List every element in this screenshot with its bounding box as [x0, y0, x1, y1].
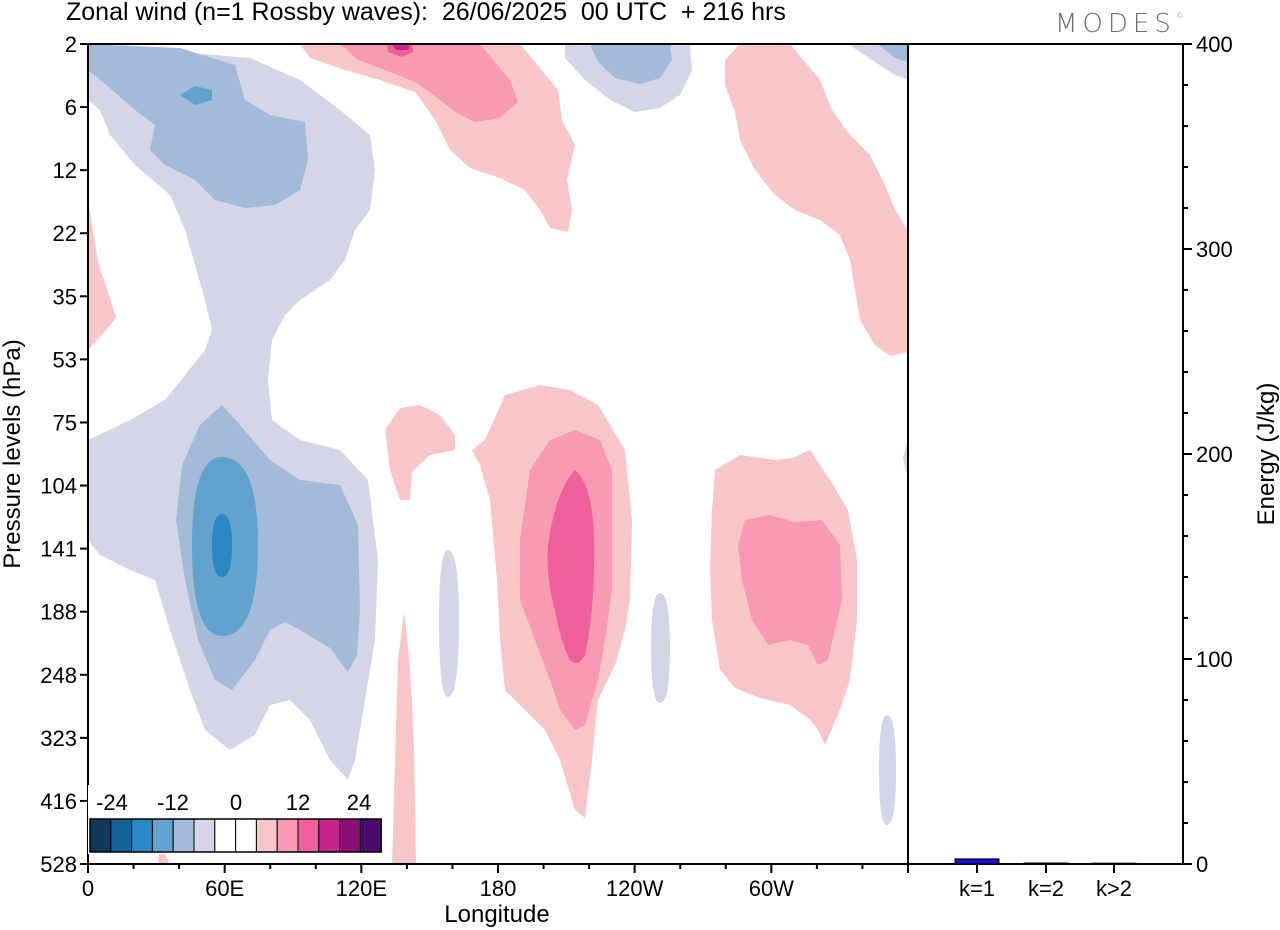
longitude-axis: 0 60E 120E 180 120W 60W: [82, 864, 909, 901]
y-tick-label: 104: [40, 474, 77, 499]
colorbar-label: -12: [157, 790, 189, 815]
contour-neg-2-top: [590, 44, 672, 84]
colorbar-label: 12: [286, 790, 310, 815]
y-tick-label: 528: [40, 852, 77, 877]
y-tick-label: 416: [40, 789, 77, 814]
energy-bar: [1023, 862, 1069, 865]
x-tick-label: 60W: [749, 876, 794, 901]
y-axis-label: Pressure levels (hPa): [0, 339, 26, 568]
colorbar-swatch: [235, 818, 257, 853]
colorbar-swatch: [193, 818, 216, 853]
colorbar-swatch: [131, 818, 153, 853]
y-tick-label: 188: [40, 600, 77, 625]
contour-neg-2-upper: [88, 44, 308, 208]
y-tick-label: 6: [65, 95, 77, 120]
x-tick-label: 60E: [205, 876, 244, 901]
contour-neg-1-blob-b: [651, 593, 670, 703]
y-tick-label: 248: [40, 663, 77, 688]
contour-pos-1-right: [725, 44, 908, 356]
y-tick-label: 323: [40, 726, 77, 751]
contour-pos-1-left-edge: [88, 200, 116, 350]
contour-pos-1-small: [385, 405, 455, 500]
y-tick-label: 35: [53, 284, 77, 309]
colorbar-frame: [89, 818, 382, 853]
colorbar-swatch: [214, 818, 237, 853]
contour-neg-1-blob-c: [879, 715, 896, 825]
colorbar-swatch: [318, 818, 341, 853]
energy-tick-label: 100: [1196, 647, 1233, 672]
y-tick-label: 75: [53, 410, 77, 435]
contour-pos-2-top: [340, 44, 518, 122]
colorbar-swatch: [297, 818, 320, 853]
x-tick-label: 0: [82, 876, 94, 901]
energy-category-label: k=2: [1028, 876, 1064, 901]
energy-axis: 0 100 200 300 400: [1183, 32, 1233, 877]
colorbar-swatch: [110, 818, 133, 853]
y-tick-label: 53: [53, 347, 77, 372]
energy-tick-label: 300: [1196, 237, 1233, 262]
energy-plot-frame: [907, 43, 1184, 865]
colorbar-swatch: [255, 818, 278, 853]
x-tick-label: 180: [480, 876, 517, 901]
energy-category-label: k=1: [959, 876, 995, 901]
energy-tick-label: 200: [1196, 442, 1233, 467]
x-tick-label: 120E: [336, 876, 387, 901]
contour-neg-2-corner: [878, 44, 908, 62]
colorbar-label: -24: [96, 790, 128, 815]
colorbar-swatch: [89, 818, 112, 853]
energy-category-label: k>2: [1096, 876, 1132, 901]
contour-pos-4-top: [392, 44, 410, 50]
pressure-axis: 2 6 12 22 35 53 75 104 141 188 248 323 416 528: [40, 32, 88, 877]
colorbar-label: 24: [347, 790, 371, 815]
contour-neg-1-ridge: [903, 440, 908, 480]
y-tick-label: 2: [65, 32, 77, 57]
energy-bars: k=1 k=2 k>2: [954, 858, 1137, 901]
contour-neg-4-lower: [212, 514, 232, 577]
modes-logo-text: MODES: [1055, 9, 1176, 39]
energy-axis-label: Energy (J/kg): [1253, 383, 1280, 526]
chart-title: Zonal wind (n=1 Rossby waves): 26/06/202…: [66, 0, 786, 26]
energy-tick-label: 400: [1196, 32, 1233, 57]
colorbar-label: 0: [230, 790, 242, 815]
x-axis-label: Longitude: [444, 901, 549, 928]
x-tick-label: 120W: [606, 876, 664, 901]
modes-logo: MODES©: [1055, 9, 1184, 39]
contour-neg-3-upper: [180, 86, 212, 105]
energy-bar: [954, 858, 1000, 865]
colorbar: -24 -12 0 12 24: [88, 785, 384, 854]
contour-pos-2-east: [738, 515, 842, 665]
contour-pos-3-mid: [547, 470, 595, 664]
y-tick-label: 141: [40, 537, 77, 562]
contour-neg-1-blob-a: [439, 550, 459, 697]
colorbar-swatch: [172, 818, 195, 853]
colorbar-swatch: [359, 818, 382, 853]
colorbar-swatch: [339, 818, 361, 853]
energy-tick-label: 0: [1196, 852, 1208, 877]
colorbar-swatch: [276, 818, 299, 853]
zonal-wind-contours: [88, 44, 908, 864]
colorbar-swatch: [151, 818, 174, 853]
y-tick-label: 12: [53, 158, 77, 183]
y-tick-label: 22: [53, 221, 77, 246]
contour-pos-1-column: [392, 612, 416, 864]
